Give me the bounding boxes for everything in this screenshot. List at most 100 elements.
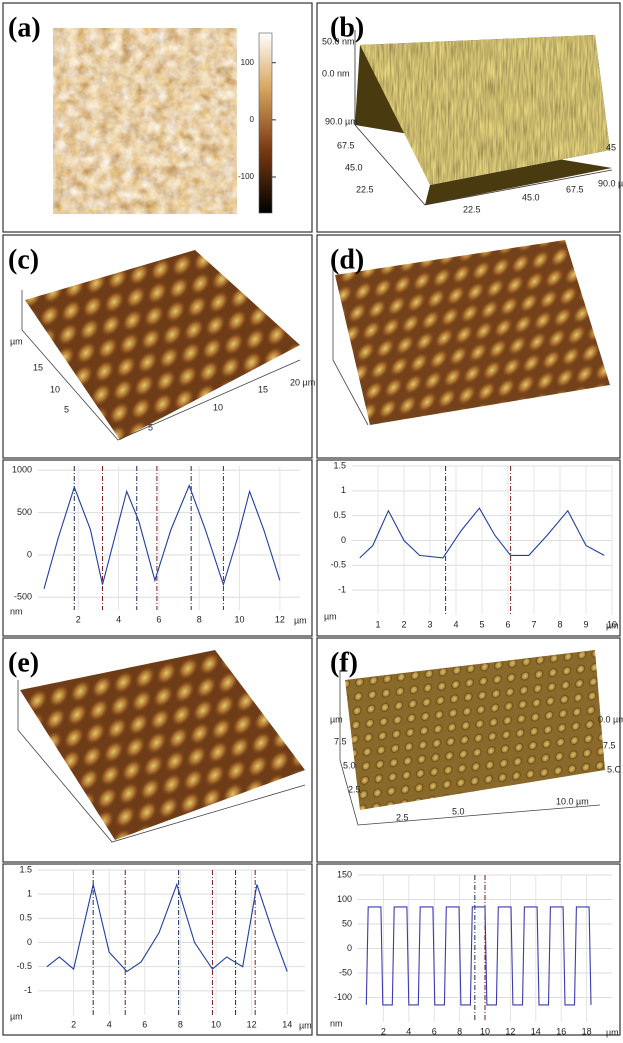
axis-label: 10: [50, 384, 60, 394]
x-unit: µm: [606, 620, 619, 630]
y-tick-label: 0: [27, 937, 32, 947]
x-unit: µm: [606, 1027, 619, 1037]
y-unit: µm: [324, 611, 337, 621]
panel-label: (f): [330, 647, 358, 678]
panel-frame: [316, 637, 621, 863]
axis-frame: [339, 670, 601, 826]
axis-label: 15: [33, 362, 43, 372]
panel-label: (d): [330, 244, 364, 275]
axis-frame: [21, 290, 301, 441]
panel-frame: [316, 2, 621, 233]
axis-label: 50.0 nm: [322, 36, 355, 46]
profile-line: [359, 507, 605, 559]
surface-3d: [25, 250, 300, 440]
x-tick-label: 2: [71, 1019, 76, 1029]
panel-frame: [2, 863, 313, 1036]
y-tick-label: 0.5: [333, 510, 346, 520]
y-tick-label: 500: [17, 507, 32, 517]
y-tick-label: -100: [334, 992, 352, 1002]
surface-3d: [335, 240, 610, 425]
x-tick-label: 6: [142, 1019, 147, 1029]
y-tick-label: 1000: [12, 465, 32, 475]
axis-label: 22.5: [463, 204, 481, 214]
panel-frame: [2, 459, 313, 637]
panel-frame: [316, 863, 621, 1036]
y-tick-label: 50: [342, 918, 352, 928]
axis-label: µm: [330, 714, 343, 724]
panel-label: (c): [8, 244, 39, 275]
axis-label: 5.0: [452, 806, 465, 816]
profile-line: [46, 882, 288, 973]
x-tick-label: 4: [453, 619, 458, 629]
axis-label: 45.0: [522, 192, 540, 202]
x-tick-label: 10: [211, 1019, 221, 1029]
y-tick-label: 150: [337, 869, 352, 879]
colorbar-tick-label: 100: [241, 58, 255, 67]
y-tick-label: -50: [339, 967, 352, 977]
y-tick-label: 1: [341, 485, 346, 495]
y-tick-label: 1.5: [333, 460, 346, 470]
y-unit: nm: [10, 606, 23, 616]
panel-frame: [316, 459, 621, 637]
x-tick-label: 14: [282, 1019, 292, 1029]
axis-label: 45: [606, 142, 616, 152]
y-tick-label: 0: [27, 549, 32, 559]
afm-height-map: [53, 28, 237, 214]
x-tick-label: 2: [381, 1026, 386, 1036]
colorbar-tick-label: 0: [250, 115, 255, 124]
y-tick-label: 100: [337, 894, 352, 904]
x-tick-label: 6: [156, 614, 161, 624]
x-tick-label: 4: [107, 1019, 112, 1029]
axis-label: 15: [258, 384, 268, 394]
axis-frame: [354, 30, 613, 206]
y-tick-label: 0: [341, 535, 346, 545]
axis-label: 0.0 µm: [598, 714, 623, 724]
x-tick-label: 2: [401, 619, 406, 629]
axis-label: 45.0: [345, 162, 363, 172]
y-tick-label: 0: [347, 943, 352, 953]
x-tick-label: 10: [480, 1026, 490, 1036]
surface-3d: [345, 650, 605, 810]
surface-images: [17, 28, 613, 843]
axis-label: 67.5: [337, 140, 355, 150]
x-unit: µm: [299, 1020, 312, 1030]
panel-frame: [2, 637, 313, 863]
y-tick-label: -0.5: [330, 560, 346, 570]
panel-frame: [2, 234, 313, 459]
surface-3d: [360, 35, 610, 185]
axis-frame: [17, 680, 306, 843]
x-tick-label: 6: [505, 619, 510, 629]
x-tick-label: 10: [235, 614, 245, 624]
x-tick-label: 2: [76, 614, 81, 624]
colorbar-tick-label: -100: [238, 172, 255, 181]
axis-label: 67.5: [566, 184, 584, 194]
axis-label: 7.5: [334, 736, 347, 746]
profile-line: [43, 483, 281, 589]
x-tick-label: 9: [583, 619, 588, 629]
axis-label: 22.5: [356, 184, 374, 194]
axis-label: 5.C: [607, 764, 622, 774]
x-unit: µm: [294, 615, 307, 625]
y-tick-label: 1.5: [19, 864, 32, 874]
x-tick-label: 4: [406, 1026, 411, 1036]
x-tick-label: 12: [247, 1019, 257, 1029]
y-tick-label: 1: [27, 889, 32, 899]
x-tick-label: 10: [607, 619, 617, 629]
y-tick-label: -1: [24, 985, 32, 995]
y-tick-label: -0.5: [16, 961, 32, 971]
panel-frame: [316, 234, 621, 459]
y-tick-label: -500: [14, 592, 32, 602]
y-unit: nm: [330, 1018, 343, 1028]
axis-label: 0.0 nm: [322, 68, 350, 78]
profile-line: [365, 906, 592, 1006]
axis-label: 10.0 µm: [556, 796, 589, 806]
x-tick-label: 3: [427, 619, 432, 629]
x-tick-label: 7: [531, 619, 536, 629]
axis-label: µm: [10, 336, 23, 346]
x-tick-label: 16: [556, 1026, 566, 1036]
x-tick-label: 8: [178, 1019, 183, 1029]
panel-label: (a): [8, 12, 41, 43]
axis-label: 5: [148, 422, 153, 432]
axis-label: 5: [64, 404, 69, 414]
